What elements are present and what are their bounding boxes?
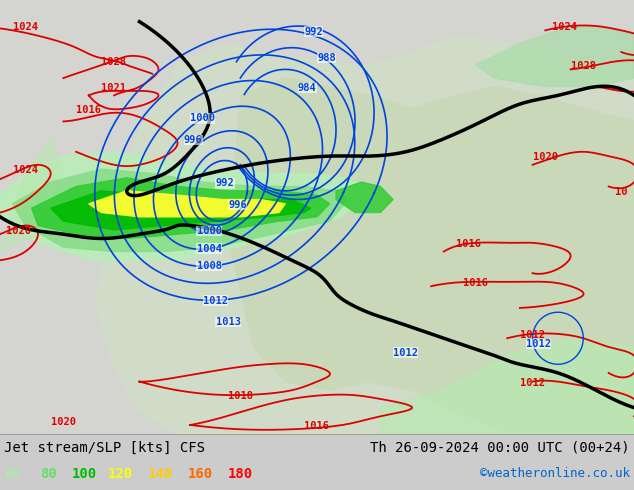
Text: 1021: 1021 <box>101 83 126 93</box>
Text: 1012: 1012 <box>203 295 228 306</box>
Text: 1012: 1012 <box>526 339 551 349</box>
Text: Th 26-09-2024 00:00 UTC (00+24): Th 26-09-2024 00:00 UTC (00+24) <box>370 441 630 455</box>
Text: 1020: 1020 <box>51 417 75 427</box>
Text: 1018: 1018 <box>228 391 253 401</box>
Text: Jet stream/SLP [kts] CFS: Jet stream/SLP [kts] CFS <box>4 441 205 455</box>
Polygon shape <box>51 191 311 230</box>
Polygon shape <box>228 78 634 434</box>
Text: 1012: 1012 <box>393 347 418 358</box>
Polygon shape <box>32 178 330 239</box>
Polygon shape <box>476 26 634 87</box>
Text: 1008: 1008 <box>197 261 221 271</box>
Text: 1012: 1012 <box>520 378 545 388</box>
Text: 1024: 1024 <box>13 166 37 175</box>
Polygon shape <box>0 152 368 260</box>
Text: 10: 10 <box>615 187 628 197</box>
Text: 1020: 1020 <box>533 152 557 163</box>
Polygon shape <box>89 191 285 217</box>
Text: 1024: 1024 <box>552 23 576 32</box>
Text: 1000: 1000 <box>197 226 221 236</box>
Text: 1004: 1004 <box>197 244 221 253</box>
Polygon shape <box>13 169 349 251</box>
Text: 180: 180 <box>228 467 253 481</box>
Polygon shape <box>0 0 634 434</box>
Text: 984: 984 <box>298 83 317 93</box>
Text: 992: 992 <box>304 26 323 37</box>
Polygon shape <box>95 35 634 434</box>
Text: 988: 988 <box>317 53 336 63</box>
Polygon shape <box>380 338 634 434</box>
Text: 120: 120 <box>108 467 133 481</box>
Text: 1024: 1024 <box>13 23 37 32</box>
Text: 1012: 1012 <box>520 330 545 340</box>
Text: 100: 100 <box>72 467 97 481</box>
Text: 1000: 1000 <box>190 113 215 123</box>
Polygon shape <box>336 182 393 213</box>
Text: 1028: 1028 <box>571 61 595 72</box>
Text: ©weatheronline.co.uk: ©weatheronline.co.uk <box>480 467 630 480</box>
Text: 996: 996 <box>184 135 203 145</box>
Text: 996: 996 <box>228 200 247 210</box>
Text: 1016: 1016 <box>463 278 488 288</box>
Text: 1016: 1016 <box>304 421 329 431</box>
Text: 1028: 1028 <box>101 57 126 67</box>
Text: 60: 60 <box>4 467 21 481</box>
Text: 160: 160 <box>188 467 213 481</box>
Text: 1016: 1016 <box>456 239 481 249</box>
Text: 1016: 1016 <box>76 105 101 115</box>
Text: 140: 140 <box>148 467 173 481</box>
Text: 1020: 1020 <box>6 226 31 236</box>
Text: 1013: 1013 <box>216 317 240 327</box>
Text: 80: 80 <box>40 467 57 481</box>
Text: 992: 992 <box>216 178 235 189</box>
Polygon shape <box>0 139 63 251</box>
